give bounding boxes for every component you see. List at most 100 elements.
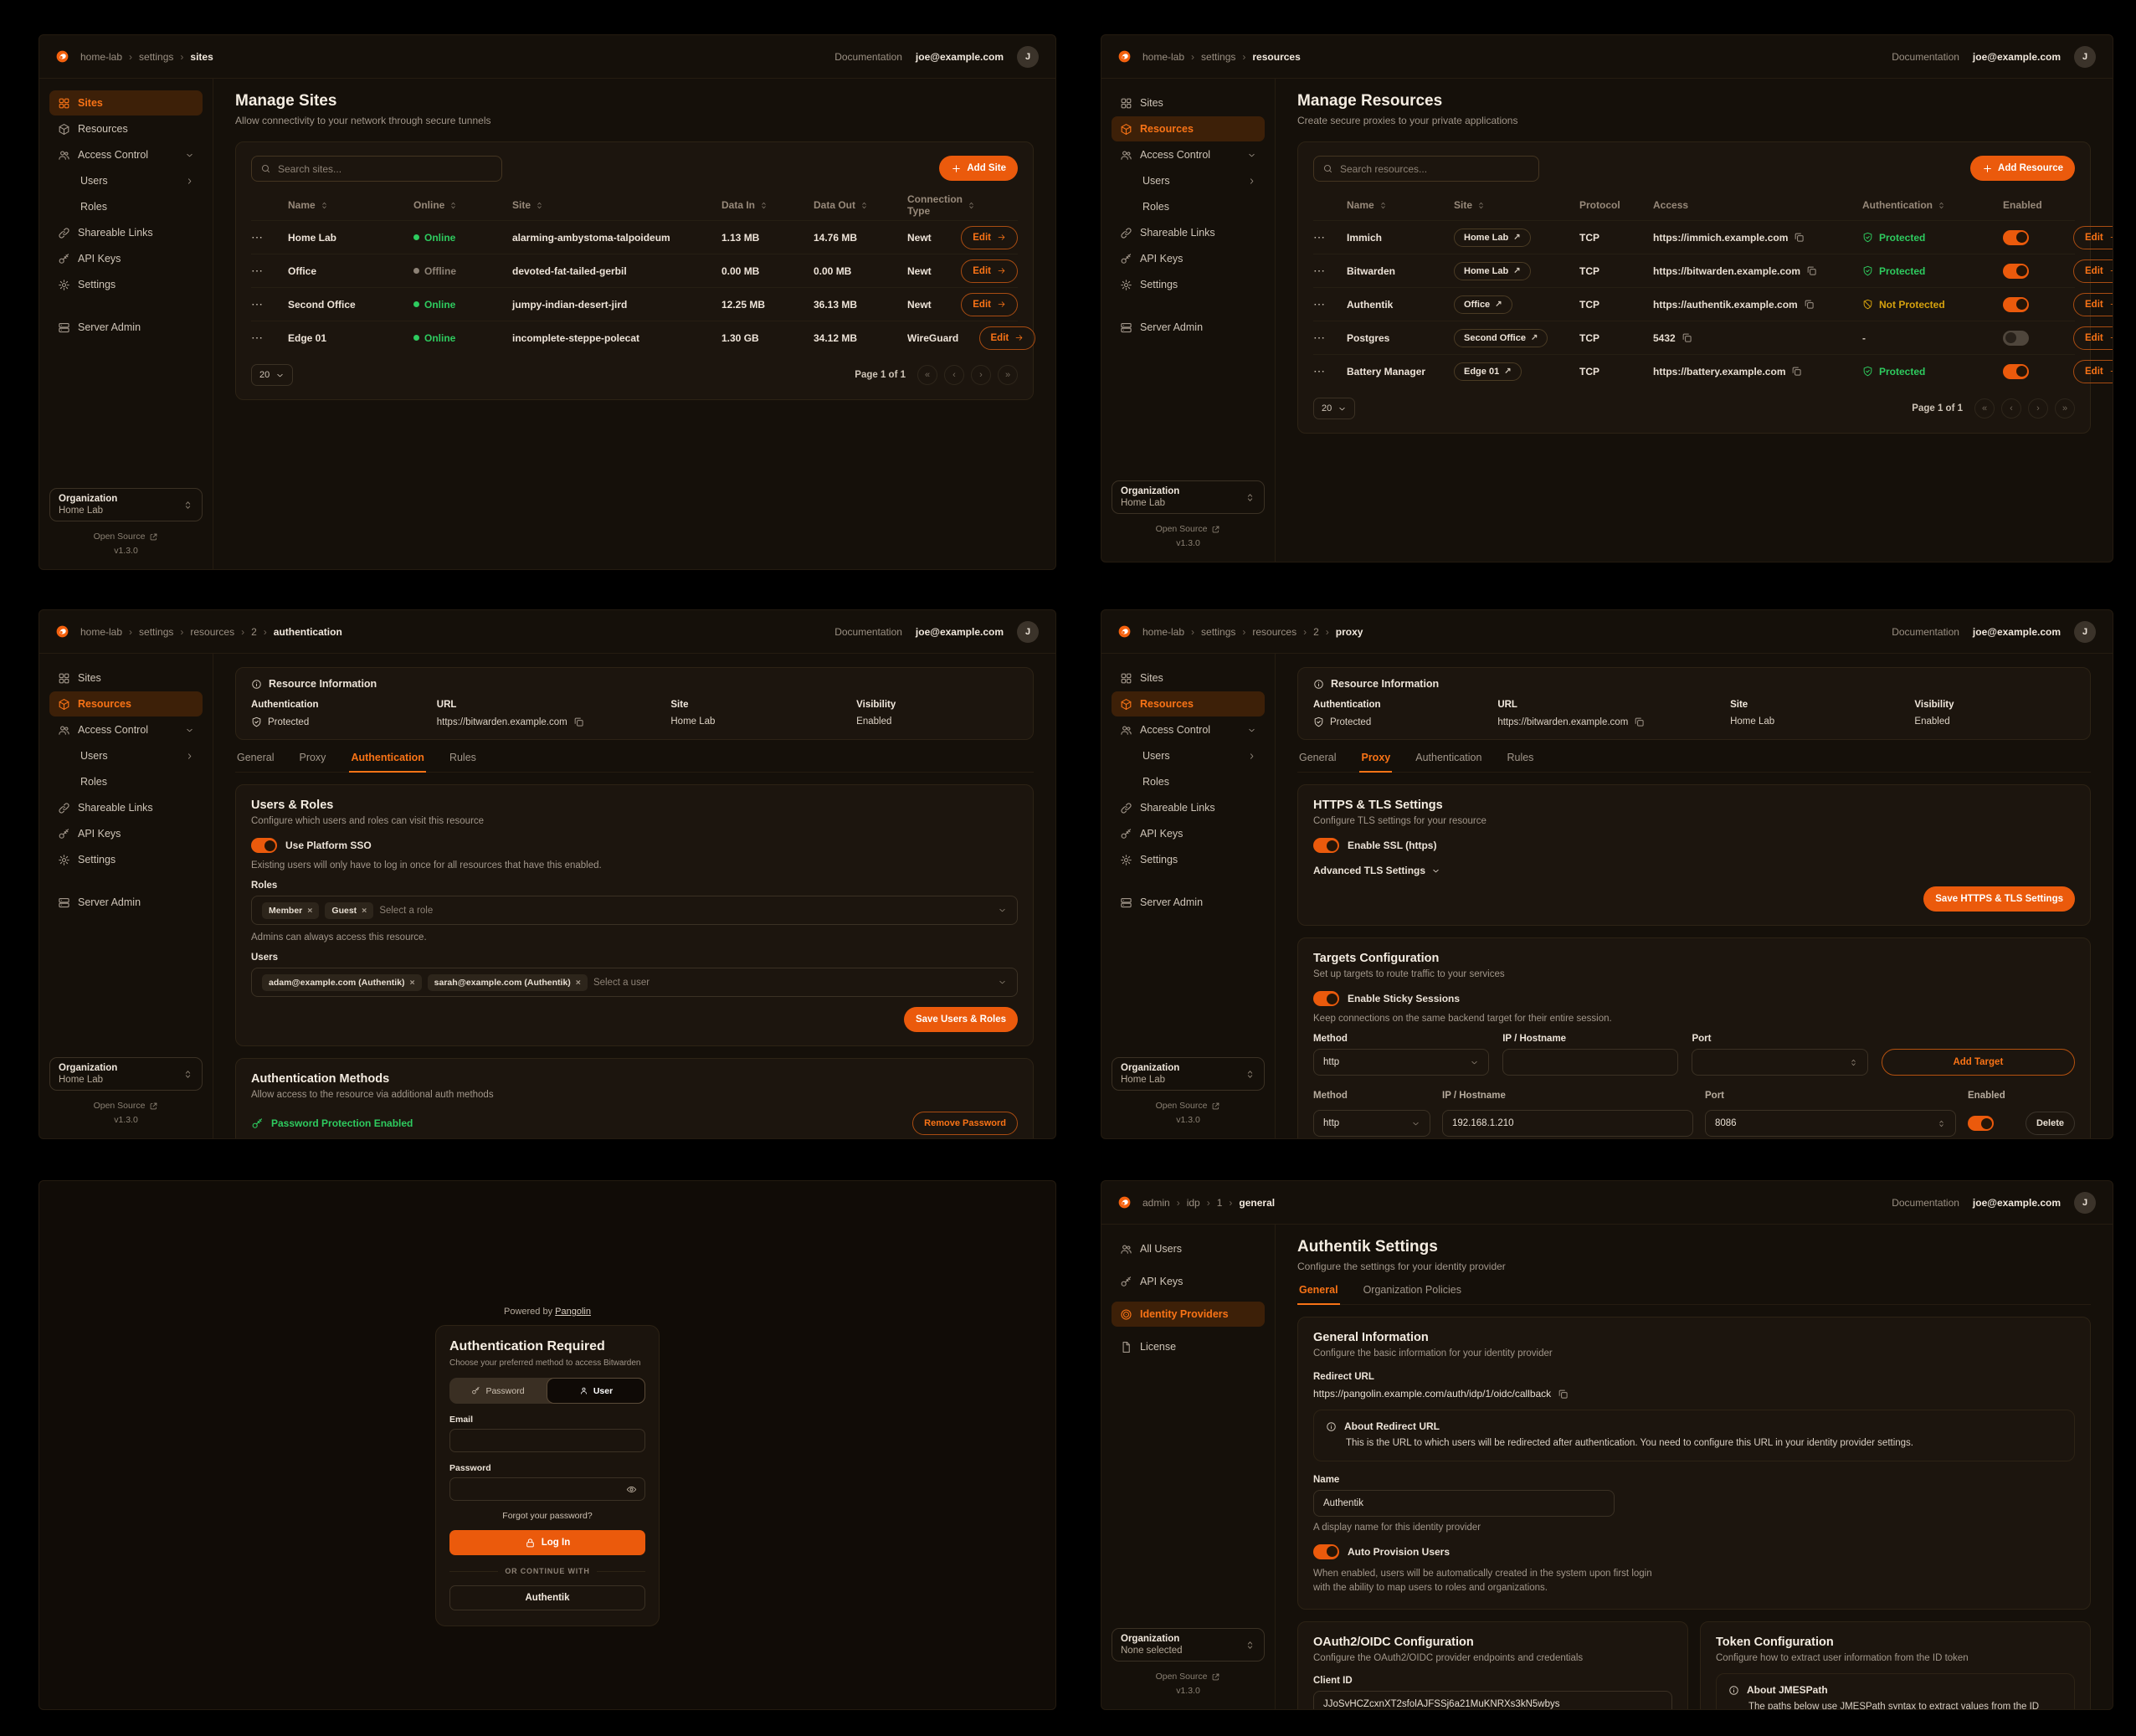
add-resource-button[interactable]: Add Resource	[1970, 156, 2075, 181]
breadcrumb-label[interactable]: settings	[1201, 50, 1236, 63]
sidebar-item[interactable]: Sites	[1112, 665, 1265, 691]
sidebar-item[interactable]: Resources	[49, 116, 203, 141]
auto-provision-toggle[interactable]	[1313, 1543, 1339, 1559]
port-input[interactable]	[1692, 1049, 1868, 1076]
copy-icon[interactable]	[1558, 1389, 1569, 1400]
remove-chip-button[interactable]: ×	[575, 977, 581, 988]
copy-icon[interactable]	[1682, 332, 1692, 343]
copy-icon[interactable]	[1806, 265, 1817, 276]
method-select[interactable]: http	[1313, 1049, 1490, 1076]
breadcrumb-label[interactable]: resources	[1252, 625, 1297, 638]
port-input[interactable]: 8086	[1705, 1110, 1956, 1137]
avatar[interactable]: J	[2074, 1191, 2096, 1214]
column-site[interactable]: Site	[1454, 199, 1579, 211]
avatar[interactable]: J	[1017, 620, 1039, 643]
roles-select[interactable]: Member × Guest × Select a role	[251, 896, 1018, 925]
sidebar-item[interactable]: Shareable Links	[49, 220, 203, 245]
tab[interactable]: Proxy	[1359, 752, 1393, 773]
avatar[interactable]: J	[2074, 620, 2096, 643]
open-source-link[interactable]: Open Source	[94, 1101, 159, 1111]
tab[interactable]: Rules	[1507, 752, 1534, 763]
sidebar-item[interactable]: API Keys	[49, 821, 203, 846]
row-menu-button[interactable]: ⋯	[1313, 264, 1347, 278]
copy-icon[interactable]	[1791, 366, 1802, 377]
tab[interactable]: Proxy	[299, 752, 326, 763]
sidebar-item[interactable]: Users	[49, 168, 203, 193]
column-connection-type[interactable]: Connection Type	[907, 193, 976, 217]
sidebar-item[interactable]: Settings	[1112, 847, 1265, 872]
documentation-link[interactable]: Documentation	[1892, 625, 1959, 638]
breadcrumb-label[interactable]: home-lab	[80, 625, 123, 638]
org-selector[interactable]: Organization Home Lab	[1112, 480, 1265, 514]
sidebar-item[interactable]: Users	[49, 743, 203, 768]
breadcrumb-label[interactable]: home-lab	[1142, 625, 1185, 638]
copy-icon[interactable]	[1634, 716, 1645, 727]
row-menu-button[interactable]: ⋯	[1313, 230, 1347, 244]
tab-user[interactable]: User	[547, 1378, 645, 1404]
org-selector[interactable]: Organization Home Lab	[49, 1057, 203, 1091]
edit-button[interactable]: Edit	[978, 326, 1036, 350]
sidebar-item[interactable]: API Keys	[1112, 821, 1265, 846]
column-name[interactable]: Name	[288, 199, 413, 211]
breadcrumb-label[interactable]: idp	[1186, 1196, 1200, 1209]
org-selector[interactable]: Organization Home Lab	[1112, 1057, 1265, 1091]
search-input[interactable]: Search sites...	[251, 156, 502, 182]
documentation-link[interactable]: Documentation	[834, 625, 902, 638]
search-input[interactable]: Search resources...	[1313, 156, 1539, 182]
sidebar-item[interactable]: All Users	[1112, 1236, 1265, 1261]
user-email[interactable]: joe@example.com	[915, 50, 1004, 63]
email-field[interactable]	[449, 1429, 645, 1452]
open-source-link[interactable]: Open Source	[94, 532, 159, 542]
documentation-link[interactable]: Documentation	[1892, 50, 1959, 63]
breadcrumb-label[interactable]: settings	[139, 50, 174, 63]
column-data-out[interactable]: Data Out	[814, 199, 907, 211]
documentation-link[interactable]: Documentation	[834, 50, 902, 63]
edit-button[interactable]: Edit	[2073, 359, 2113, 383]
sidebar-item[interactable]: Server Admin	[1112, 315, 1265, 340]
next-page-button[interactable]: ›	[2028, 398, 2048, 419]
avatar[interactable]: J	[2074, 45, 2096, 68]
edit-button[interactable]: Edit	[961, 292, 1018, 316]
remove-chip-button[interactable]: ×	[307, 905, 313, 916]
sidebar-item[interactable]: Access Control	[49, 142, 203, 167]
sidebar-item[interactable]: Sites	[49, 90, 203, 116]
remove-chip-button[interactable]: ×	[362, 905, 367, 916]
row-menu-button[interactable]: ⋯	[251, 297, 288, 311]
user-email[interactable]: joe@example.com	[1972, 50, 2061, 63]
open-source-link[interactable]: Open Source	[1156, 524, 1221, 534]
sidebar-item[interactable]: Shareable Links	[49, 795, 203, 820]
breadcrumb-label[interactable]: 1	[1216, 1196, 1223, 1209]
edit-button[interactable]: Edit	[961, 225, 1018, 249]
delete-target-button[interactable]: Delete	[2025, 1112, 2075, 1135]
tab-password[interactable]: Password	[449, 1378, 547, 1404]
pangolin-link[interactable]: Pangolin	[555, 1307, 591, 1317]
edit-button[interactable]: Edit	[2073, 225, 2113, 249]
open-source-link[interactable]: Open Source	[1156, 1101, 1221, 1111]
forgot-password-link[interactable]: Forgot your password?	[502, 1511, 593, 1521]
authentik-sso-button[interactable]: Authentik	[449, 1585, 645, 1610]
edit-button[interactable]: Edit	[961, 259, 1018, 283]
sidebar-item[interactable]: Settings	[1112, 272, 1265, 297]
tab[interactable]: Authentication	[1415, 752, 1482, 763]
sidebar-item[interactable]: API Keys	[49, 246, 203, 271]
tab[interactable]: Authentication	[349, 752, 426, 773]
login-button[interactable]: Log In	[449, 1530, 645, 1555]
ip-input[interactable]: 192.168.1.210	[1442, 1110, 1693, 1137]
site-chip[interactable]: Office ↗	[1454, 295, 1512, 314]
sidebar-item[interactable]: Identity Providers	[1112, 1302, 1265, 1327]
org-selector[interactable]: Organization Home Lab	[49, 488, 203, 521]
copy-icon[interactable]	[1794, 232, 1805, 243]
site-chip[interactable]: Second Office ↗	[1454, 328, 1548, 347]
spinner-icon[interactable]	[1849, 1058, 1858, 1067]
sidebar-item[interactable]: Resources	[1112, 691, 1265, 716]
sidebar-item[interactable]: Server Admin	[49, 890, 203, 915]
row-menu-button[interactable]: ⋯	[1313, 364, 1347, 378]
copy-icon[interactable]	[573, 716, 584, 727]
org-selector[interactable]: Organization None selected	[1112, 1628, 1265, 1662]
add-site-button[interactable]: Add Site	[939, 156, 1018, 181]
avatar[interactable]: J	[1017, 45, 1039, 68]
documentation-link[interactable]: Documentation	[1892, 1196, 1959, 1209]
tab[interactable]: Organization Policies	[1363, 1284, 1461, 1296]
breadcrumb-label[interactable]: 2	[1313, 625, 1319, 638]
site-chip[interactable]: Edge 01 ↗	[1454, 362, 1522, 381]
